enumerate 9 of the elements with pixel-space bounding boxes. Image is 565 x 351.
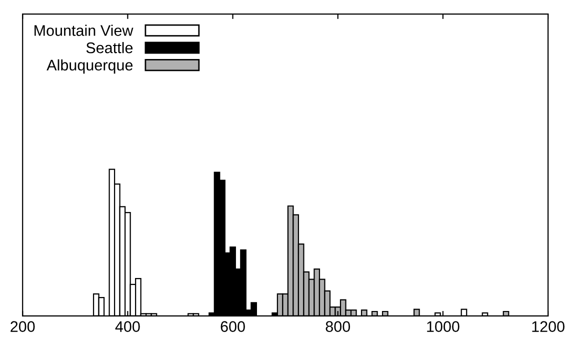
legend-label: Mountain View [34, 24, 134, 36]
x-tick-label: 1200 [532, 321, 564, 332]
legend-label: Albuquerque [46, 59, 133, 74]
x-tick-label: 600 [220, 321, 245, 332]
x-tick-label: 800 [326, 321, 350, 332]
x-tick-label: 400 [115, 321, 140, 332]
x-tick-label: 1000 [427, 321, 460, 332]
x-tick-label: 200 [10, 321, 35, 332]
legend-label: Seattle [86, 42, 133, 54]
